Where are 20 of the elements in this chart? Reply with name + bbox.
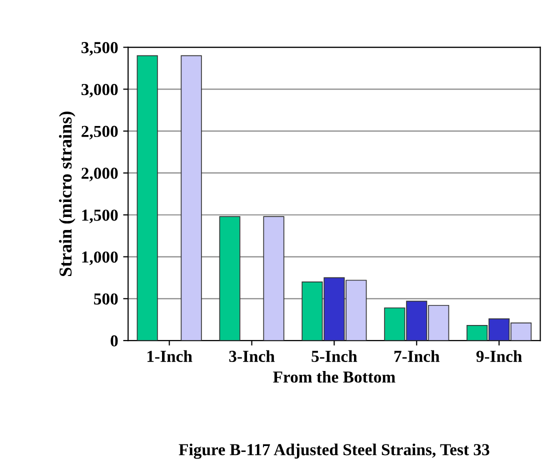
text: Figure B-117 Adjusted Steel Strains, Test 33 — [178, 444, 490, 459]
bar — [219, 216, 240, 341]
x-tick-label: 7-Inch — [394, 350, 440, 362]
x-tick-label: 5-Inch — [312, 350, 358, 362]
y-tick-label: 3,000 — [82, 84, 118, 98]
y-tick-label: 1,500 — [82, 210, 118, 224]
bar — [180, 55, 202, 341]
y-tick-label: 1,000 — [82, 251, 118, 266]
y-tick-label: 3,500 — [82, 42, 118, 56]
y-tick-label: 2,500 — [82, 126, 118, 140]
x-tick-label: 3-Inch — [229, 350, 275, 362]
y-tick-label: 0 — [110, 335, 118, 347]
x-tick-label: 1-Inch — [148, 350, 192, 362]
bar — [263, 216, 284, 341]
y-tick-label: 2,000 — [82, 168, 118, 182]
x-axis-title: From the Bottom — [273, 370, 396, 383]
y-axis-title: Strain (micro strains) — [58, 112, 76, 276]
y-tick-label: 500 — [94, 293, 118, 305]
bar — [136, 55, 158, 341]
x-tick-label: 9-Inch — [476, 350, 522, 362]
